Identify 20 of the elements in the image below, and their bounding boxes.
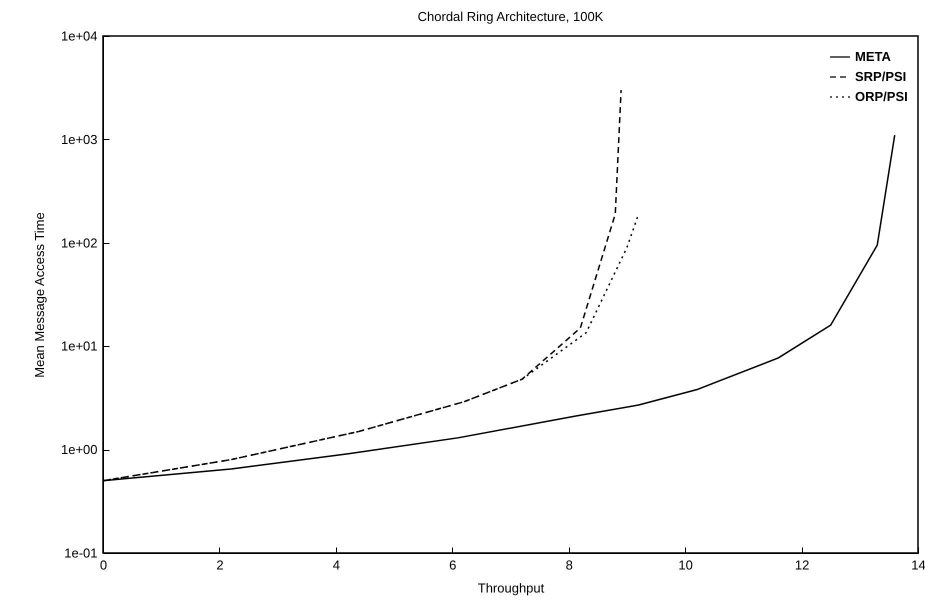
x-tick-label: 0 xyxy=(100,558,108,572)
y-tick-label: 1e+00 xyxy=(60,442,98,458)
y-tick-label: 1e+02 xyxy=(60,235,98,250)
legend-label: META xyxy=(855,49,892,64)
x-tick-label: 12 xyxy=(794,558,810,572)
y-axis-title: Mean Message Access Time xyxy=(32,212,47,378)
y-tick-label: 1e+03 xyxy=(60,132,98,147)
x-tick-label: 10 xyxy=(678,558,693,572)
y-tick-label: 1e-01 xyxy=(64,546,98,560)
legend-label: ORP/PSI xyxy=(855,89,908,104)
x-tick-label: 2 xyxy=(216,558,224,572)
x-tick-label: 6 xyxy=(449,558,456,572)
legend-label: SRP/PSI xyxy=(855,69,906,84)
x-tick-label: 14 xyxy=(911,558,925,572)
x-tick-label: 4 xyxy=(332,558,340,572)
y-tick-label: 1e+04 xyxy=(60,28,98,44)
x-tick-label: 8 xyxy=(566,558,573,572)
x-axis-title: Throughput xyxy=(478,580,545,596)
y-tick-label: 1e+01 xyxy=(60,338,98,354)
chart-title: Chordal Ring Architecture, 100K xyxy=(418,9,604,24)
